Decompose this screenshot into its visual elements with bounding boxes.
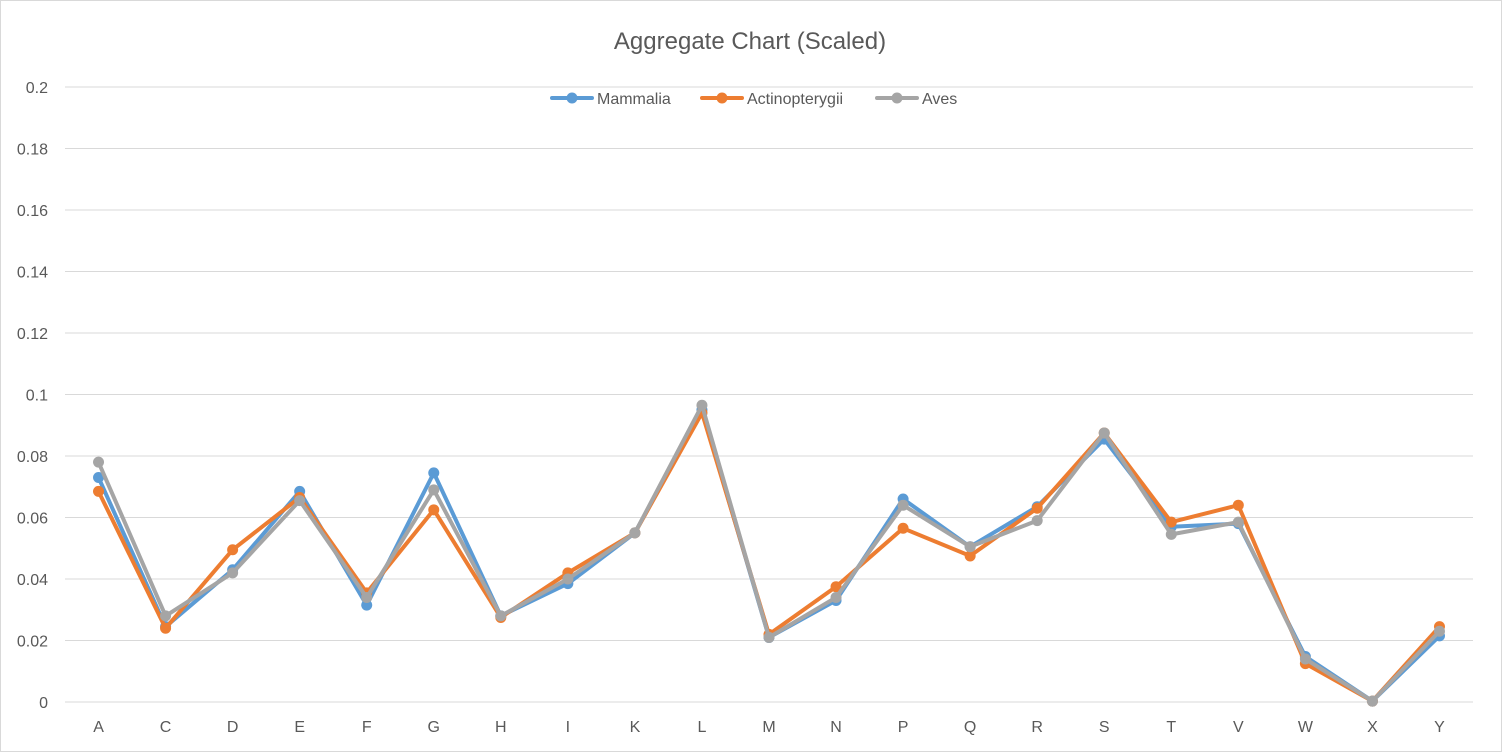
x-tick-label-Y: Y: [1434, 719, 1445, 736]
y-tick-label: 0.12: [17, 326, 48, 343]
data-point-actinopterygii-G: [428, 504, 440, 516]
x-tick-label-P: P: [898, 719, 909, 736]
data-point-actinopterygii-R: [1031, 502, 1043, 514]
data-point-aves-P: [897, 499, 909, 511]
y-tick-label: 0.2: [26, 80, 48, 97]
data-point-actinopterygii-P: [897, 522, 909, 534]
series-lines: [93, 399, 1445, 707]
x-tick-label-A: A: [93, 719, 104, 736]
data-point-aves-L: [696, 399, 708, 411]
x-tick-label-Q: Q: [964, 719, 976, 736]
x-tick-label-M: M: [762, 719, 775, 736]
data-point-aves-F: [361, 591, 373, 603]
x-tick-label-R: R: [1031, 719, 1043, 736]
y-tick-label: 0.08: [17, 449, 48, 466]
data-point-actinopterygii-N: [830, 581, 842, 593]
x-tick-label-H: H: [495, 719, 507, 736]
legend-item-aves: Aves: [875, 91, 957, 108]
series-mammalia: [93, 404, 1445, 707]
data-point-aves-I: [562, 573, 574, 585]
x-tick-label-T: T: [1166, 719, 1176, 736]
data-point-aves-E: [294, 495, 306, 507]
legend-item-mammalia: Mammalia: [550, 91, 671, 108]
legend-swatch-marker: [716, 92, 728, 104]
chart-title: Aggregate Chart (Scaled): [614, 28, 886, 55]
series-line-aves: [96, 403, 1442, 704]
legend-label: Actinopterygii: [747, 91, 843, 108]
data-point-aves-H: [495, 610, 507, 622]
data-point-aves-N: [830, 591, 842, 603]
series-actinopterygii: [93, 407, 1445, 707]
data-point-actinopterygii-A: [93, 485, 105, 497]
data-point-aves-V: [1232, 516, 1244, 528]
x-tick-label-I: I: [566, 719, 570, 736]
data-point-aves-D: [227, 567, 239, 579]
y-tick-label: 0.16: [17, 203, 48, 220]
x-tick-label-G: G: [428, 719, 440, 736]
data-point-aves-W: [1299, 653, 1311, 665]
x-tick-label-W: W: [1298, 719, 1314, 736]
x-tick-label-K: K: [630, 719, 641, 736]
data-point-aves-M: [763, 631, 775, 643]
legend-label: Mammalia: [597, 91, 671, 108]
data-point-mammalia-A: [93, 472, 105, 484]
data-point-actinopterygii-C: [160, 622, 172, 634]
data-point-aves-Y: [1433, 625, 1445, 637]
data-point-aves-K: [629, 527, 641, 539]
legend-swatch-marker: [566, 92, 578, 104]
series-aves: [93, 399, 1445, 707]
data-point-aves-S: [1098, 427, 1110, 439]
legend-label: Aves: [922, 91, 957, 108]
x-tick-label-F: F: [362, 719, 372, 736]
data-point-mammalia-G: [428, 467, 440, 479]
y-tick-label: 0.18: [17, 142, 48, 159]
data-point-mammalia-F: [361, 599, 373, 611]
legend-item-actinopterygii: Actinopterygii: [700, 91, 843, 108]
x-tick-label-E: E: [294, 719, 305, 736]
data-point-aves-G: [428, 484, 440, 496]
x-tick-label-L: L: [697, 719, 706, 736]
data-point-aves-T: [1165, 528, 1177, 540]
y-tick-label: 0.1: [26, 388, 48, 405]
data-point-actinopterygii-V: [1232, 499, 1244, 511]
y-tick-label: 0.02: [17, 634, 48, 651]
gridlines: [65, 86, 1473, 703]
y-axis-tick-labels: 0 0.02 0.04 0.06 0.08 0.1 0.12 0.14 0.16 0.18 0.2: [17, 80, 48, 712]
legend-swatch-marker: [891, 92, 903, 104]
data-point-actinopterygii-D: [227, 544, 239, 556]
data-point-aves-R: [1031, 515, 1043, 527]
x-tick-label-C: C: [160, 719, 172, 736]
data-point-aves-C: [160, 610, 172, 622]
data-point-actinopterygii-Q: [964, 550, 976, 562]
x-tick-label-N: N: [830, 719, 842, 736]
data-point-aves-X: [1366, 695, 1378, 707]
legend: Mammalia Actinopterygii Aves: [550, 91, 957, 108]
y-tick-label: 0.06: [17, 511, 48, 528]
series-line-mammalia: [96, 407, 1442, 704]
data-point-actinopterygii-T: [1165, 516, 1177, 528]
x-tick-label-S: S: [1099, 719, 1110, 736]
y-tick-label: 0.14: [17, 265, 48, 282]
x-tick-label-V: V: [1233, 719, 1244, 736]
data-point-aves-A: [93, 456, 105, 468]
y-tick-label: 0: [39, 695, 48, 712]
x-tick-label-X: X: [1367, 719, 1378, 736]
x-tick-label-D: D: [227, 719, 239, 736]
data-point-aves-Q: [964, 541, 976, 553]
y-tick-label: 0.04: [17, 572, 48, 589]
